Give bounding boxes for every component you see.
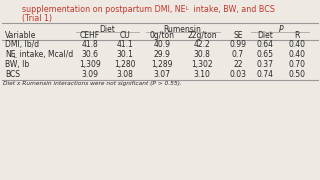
Text: 29.9: 29.9 (154, 50, 171, 59)
Text: 41.1: 41.1 (116, 40, 133, 49)
Text: 30.8: 30.8 (194, 50, 211, 59)
Text: (Trial 1): (Trial 1) (22, 14, 52, 22)
Text: CEHF: CEHF (80, 30, 100, 39)
Text: NE: NE (5, 50, 15, 59)
Text: 0.7: 0.7 (232, 50, 244, 59)
Text: 0.50: 0.50 (289, 70, 306, 79)
Text: 3.09: 3.09 (82, 70, 99, 79)
Text: 1,309: 1,309 (79, 60, 101, 69)
Text: 42.2: 42.2 (194, 40, 210, 49)
Text: 0.70: 0.70 (289, 60, 306, 69)
Text: 1,302: 1,302 (191, 60, 213, 69)
Text: SE: SE (233, 30, 243, 39)
Text: P: P (279, 26, 283, 35)
Text: 40.9: 40.9 (154, 40, 171, 49)
Text: Variable: Variable (5, 30, 36, 39)
Text: 0.03: 0.03 (229, 70, 246, 79)
Text: 3.08: 3.08 (116, 70, 133, 79)
Text: intake, Mcal/d: intake, Mcal/d (17, 50, 73, 59)
Text: 22g/ton: 22g/ton (187, 30, 217, 39)
Text: BCS: BCS (5, 70, 20, 79)
Text: CU: CU (120, 30, 130, 39)
Text: 0.64: 0.64 (257, 40, 274, 49)
Text: 3.07: 3.07 (154, 70, 171, 79)
Text: Rumensin: Rumensin (163, 26, 201, 35)
Text: Diet: Diet (257, 30, 273, 39)
Text: 0g/ton: 0g/ton (149, 30, 174, 39)
Text: Diet x Rumensin interactions were not significant (P > 0.55).: Diet x Rumensin interactions were not si… (3, 82, 182, 87)
Text: L: L (13, 53, 16, 59)
Text: Diet: Diet (100, 26, 116, 35)
Text: DMI, lb/d: DMI, lb/d (5, 40, 39, 49)
Text: 30.1: 30.1 (116, 50, 133, 59)
Text: 1,289: 1,289 (151, 60, 173, 69)
Text: 0.65: 0.65 (257, 50, 274, 59)
Text: BW, lb: BW, lb (5, 60, 29, 69)
Text: 3.10: 3.10 (194, 70, 211, 79)
Text: 0.37: 0.37 (257, 60, 274, 69)
Text: 22: 22 (233, 60, 243, 69)
Text: 0.74: 0.74 (257, 70, 274, 79)
Text: 0.40: 0.40 (289, 40, 306, 49)
Text: supplementation on postpartum DMI, NE: supplementation on postpartum DMI, NE (22, 5, 186, 14)
Text: 1,280: 1,280 (114, 60, 136, 69)
Text: 0.99: 0.99 (229, 40, 246, 49)
Text: L: L (186, 6, 189, 12)
Text: 0.40: 0.40 (289, 50, 306, 59)
Text: intake, BW, and BCS: intake, BW, and BCS (191, 5, 275, 14)
Text: R: R (294, 30, 300, 39)
Text: 41.8: 41.8 (82, 40, 98, 49)
Text: 30.6: 30.6 (82, 50, 99, 59)
